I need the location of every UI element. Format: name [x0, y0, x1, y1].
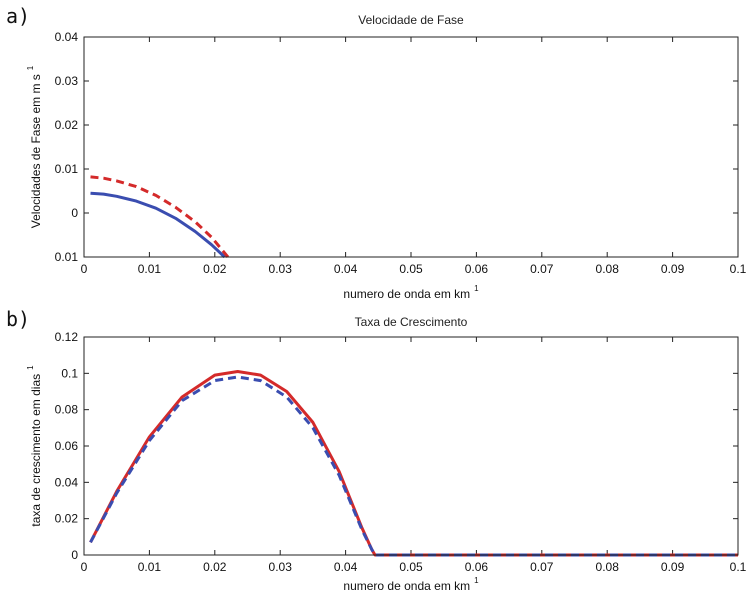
- x-tick-label: 0.1: [730, 560, 747, 574]
- x-tick-label: 0.02: [203, 262, 227, 276]
- x-tick-label: 0: [81, 560, 88, 574]
- x-tick-label: 0.07: [530, 262, 554, 276]
- y-tick-label: 0: [71, 206, 78, 220]
- y-tick-label: 0.01: [55, 250, 79, 264]
- panel-b-title: Taxa de Crescimento: [355, 315, 468, 329]
- x-tick-label: 0.01: [138, 560, 162, 574]
- panel-a-frame: [83, 36, 739, 258]
- y-tick-label: 0.01: [55, 162, 79, 176]
- x-tick-label: 0.03: [269, 560, 293, 574]
- x-tick-label: 0.09: [661, 560, 685, 574]
- panel-b-ylabel: taxa de crescimento em dias 1: [26, 365, 43, 527]
- panel-a-title: Velocidade de Fase: [358, 13, 464, 27]
- x-tick-label: 0.08: [596, 262, 620, 276]
- panel-a-ylabel-sup: 1: [26, 65, 35, 70]
- panel-a-ylabel-text: Velocidades de Fase em m s: [29, 74, 43, 228]
- x-tick-label: 0.05: [399, 262, 423, 276]
- x-tick-label: 0: [81, 262, 88, 276]
- series-line-1: [90, 191, 226, 259]
- x-tick-label: 0.08: [596, 560, 620, 574]
- x-tick-label: 0.1: [730, 262, 747, 276]
- panel-b-frame: [83, 336, 739, 556]
- panel-b-ylabel-text: taxa de crescimento em dias: [29, 374, 43, 527]
- panel-b-ticks: 0 0.01 0.02 0.03 0.04 0.05 0.06 0.07 0.08 0.09 0.1…: [55, 330, 747, 574]
- panel-b-lines: [89, 370, 738, 557]
- x-tick-label: 0.09: [661, 262, 685, 276]
- y-tick-label: 0.1: [61, 366, 78, 380]
- x-tick-label: 0.03: [269, 262, 293, 276]
- y-tick-label: 0.03: [55, 74, 79, 88]
- panel-b-letter: b): [6, 307, 30, 331]
- panel-a-letter: a): [6, 4, 30, 28]
- panel-a-ylabel: Velocidades de Fase em m s 1: [26, 65, 43, 228]
- y-tick-label: 0.12: [55, 330, 79, 344]
- panel-a-lines: [90, 175, 230, 259]
- x-tick-label: 0.04: [334, 560, 358, 574]
- y-tick-label: 0.02: [55, 118, 79, 132]
- series-line-2: [89, 375, 738, 557]
- x-tick-label: 0.02: [203, 560, 227, 574]
- panel-b-xlabel-sup: 1: [474, 576, 479, 585]
- x-tick-label: 0.04: [334, 262, 358, 276]
- x-tick-label: 0.07: [530, 560, 554, 574]
- x-tick-label: 0.01: [138, 262, 162, 276]
- panel-a-ticks: 0 0.01 0.02 0.03 0.04 0.05 0.06 0.07 0.08 0.09 0.1…: [55, 30, 747, 276]
- y-tick-label: 0.02: [55, 512, 79, 526]
- series-line-2: [90, 175, 230, 258]
- x-tick-label: 0.06: [465, 560, 489, 574]
- panel-b-xlabel-text: numero de onda em km: [343, 579, 470, 593]
- y-tick-label: 0.06: [55, 439, 79, 453]
- x-tick-label: 0.06: [465, 262, 489, 276]
- panel-a-xlabel-sup: 1: [474, 284, 479, 293]
- y-tick-label: 0.04: [55, 30, 79, 44]
- series-line-1: [89, 370, 738, 557]
- y-tick-label: 0.08: [55, 403, 79, 417]
- y-tick-label: 0.04: [55, 475, 79, 489]
- y-tick-label: 0: [71, 548, 78, 562]
- panel-a-xlabel: numero de onda em km 1: [343, 284, 479, 301]
- x-tick-label: 0.05: [399, 560, 423, 574]
- panel-a-xlabel-text: numero de onda em km: [343, 287, 470, 301]
- panel-b-xlabel: numero de onda em km 1: [343, 576, 479, 593]
- panel-b-ylabel-sup: 1: [26, 365, 35, 370]
